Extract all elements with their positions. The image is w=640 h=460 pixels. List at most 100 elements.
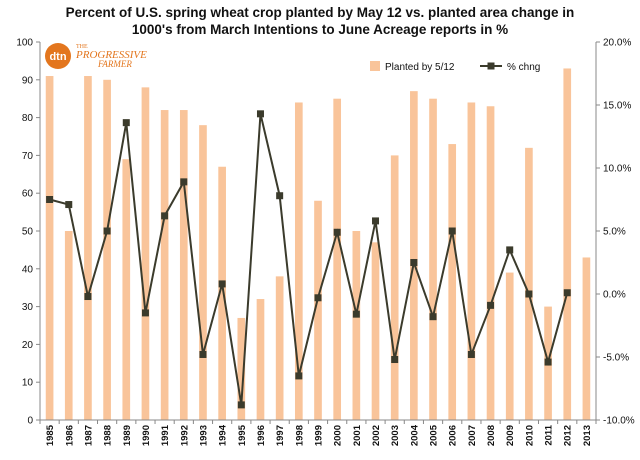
bar-1998 bbox=[294, 102, 303, 420]
x-tick-1991: 1991 bbox=[160, 424, 171, 446]
point-change-1991 bbox=[161, 212, 169, 220]
x-tick-2007: 2007 bbox=[467, 425, 478, 446]
bar-1991 bbox=[160, 110, 169, 420]
bar-1987 bbox=[84, 76, 92, 421]
x-tick-2011: 2011 bbox=[544, 424, 555, 445]
point-change-1992 bbox=[180, 178, 188, 186]
bar-2013 bbox=[582, 257, 591, 420]
point-change-2000 bbox=[333, 228, 341, 236]
bar-2000 bbox=[333, 98, 342, 420]
point-change-2010 bbox=[525, 290, 533, 298]
chart-axes bbox=[36, 41, 600, 424]
point-change-2004 bbox=[410, 259, 418, 266]
dtn-logo-circle bbox=[45, 43, 71, 69]
point-change-1998 bbox=[295, 372, 303, 380]
x-tick-1997: 1997 bbox=[275, 425, 286, 446]
line-path-change bbox=[49, 113, 569, 406]
left-tick-70: 70 bbox=[22, 151, 34, 162]
left-tick-10: 10 bbox=[22, 378, 34, 389]
point-change-1994 bbox=[218, 280, 226, 288]
right-tick--5: -5.0% bbox=[603, 353, 629, 364]
bar-2010 bbox=[525, 147, 533, 420]
point-change-2008 bbox=[487, 301, 495, 309]
right-tick-0: 0.0% bbox=[603, 290, 626, 301]
x-tick-1994: 1994 bbox=[218, 424, 229, 446]
x-tick-2006: 2006 bbox=[448, 425, 459, 446]
x-tick-2012: 2012 bbox=[563, 425, 574, 446]
dtn-progressive-farmer-logo: dtn THE PROGRESSIVE FARMER bbox=[45, 43, 147, 69]
point-change-2001 bbox=[352, 310, 360, 318]
left-tick-90: 90 bbox=[22, 75, 34, 86]
x-tick-1987: 1987 bbox=[83, 425, 94, 446]
point-change-1996 bbox=[256, 110, 264, 118]
x-tick-1986: 1986 bbox=[64, 425, 75, 446]
x-tick-2013: 2013 bbox=[582, 425, 593, 446]
right-tick-15: 15.0% bbox=[603, 101, 631, 112]
chart-title-line2: 1000's from March Intentions to June Acr… bbox=[131, 22, 509, 37]
bar-1995 bbox=[237, 317, 246, 420]
bar-2004 bbox=[410, 91, 418, 420]
logo-progressive-text: PROGRESSIVE bbox=[75, 49, 147, 61]
logo-farmer-text: FARMER bbox=[97, 59, 132, 69]
bar-1989 bbox=[122, 159, 131, 420]
right-tick-10: 10.0% bbox=[603, 164, 631, 175]
bar-2012 bbox=[563, 68, 572, 421]
bar-2006 bbox=[448, 144, 457, 420]
bars-series-planted bbox=[45, 68, 591, 421]
logo-the-text: THE bbox=[76, 44, 88, 50]
legend-swatch-planted bbox=[370, 61, 380, 71]
x-tick-1989: 1989 bbox=[122, 425, 133, 446]
left-axis-tick-labels: 0 10 20 30 40 50 60 70 80 90 100 bbox=[16, 38, 33, 427]
bar-1985 bbox=[45, 76, 54, 421]
legend-marker-change bbox=[487, 62, 495, 70]
point-change-1995 bbox=[237, 401, 245, 409]
point-change-2005 bbox=[429, 313, 437, 321]
bar-1994 bbox=[218, 166, 226, 420]
chart-title-line1: Percent of U.S. spring wheat crop plante… bbox=[65, 5, 575, 20]
bar-1993 bbox=[199, 125, 207, 420]
x-tick-2001: 2001 bbox=[352, 424, 363, 446]
left-tick-60: 60 bbox=[22, 189, 34, 200]
point-change-2002 bbox=[372, 217, 380, 225]
point-change-1989 bbox=[122, 119, 130, 127]
left-tick-0: 0 bbox=[27, 416, 33, 427]
point-change-1985 bbox=[46, 196, 54, 203]
left-tick-100: 100 bbox=[16, 38, 33, 49]
x-tick-1988: 1988 bbox=[103, 425, 114, 446]
bar-2002 bbox=[371, 242, 380, 420]
bar-2001 bbox=[352, 231, 361, 420]
left-tick-20: 20 bbox=[22, 340, 34, 351]
bar-1988 bbox=[103, 79, 111, 421]
x-tick-1985: 1985 bbox=[45, 424, 56, 446]
point-change-1987 bbox=[84, 293, 92, 301]
point-change-2009 bbox=[506, 246, 514, 254]
point-change-2003 bbox=[391, 356, 399, 364]
bar-1992 bbox=[179, 110, 188, 420]
dtn-logo-text: dtn bbox=[49, 51, 66, 63]
x-axis-tick-labels: 1985 1986 1987 1988 1989 1990 1991 1992 1993 1994… bbox=[45, 424, 593, 446]
left-tick-40: 40 bbox=[22, 264, 34, 275]
x-tick-2009: 2009 bbox=[505, 425, 516, 446]
x-tick-2004: 2004 bbox=[409, 424, 420, 446]
bar-2009 bbox=[505, 272, 514, 420]
x-tick-2008: 2008 bbox=[486, 425, 497, 446]
point-change-1990 bbox=[141, 309, 149, 317]
point-change-1993 bbox=[199, 350, 207, 358]
point-change-2012 bbox=[563, 289, 571, 297]
chart-legend: Planted by 5/12 % chng bbox=[370, 61, 540, 73]
x-tick-2003: 2003 bbox=[390, 425, 401, 446]
left-tick-50: 50 bbox=[22, 227, 34, 238]
legend-label-planted: Planted by 5/12 bbox=[385, 62, 455, 73]
line-series-change bbox=[46, 110, 571, 409]
bar-2003 bbox=[390, 155, 399, 420]
bar-1986 bbox=[64, 231, 73, 420]
x-tick-1993: 1993 bbox=[198, 425, 209, 446]
right-tick--10: -10.0% bbox=[603, 416, 635, 427]
bar-1997 bbox=[275, 276, 284, 420]
point-change-1988 bbox=[103, 227, 111, 235]
point-change-2007 bbox=[467, 350, 475, 358]
x-tick-1990: 1990 bbox=[141, 425, 152, 446]
point-change-1986 bbox=[65, 201, 73, 209]
chart-title: Percent of U.S. spring wheat crop plante… bbox=[0, 4, 640, 38]
